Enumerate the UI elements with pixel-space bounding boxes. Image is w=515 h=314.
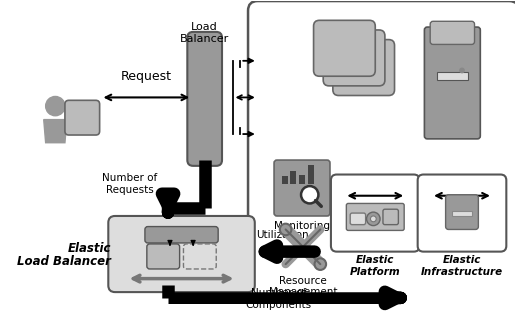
FancyBboxPatch shape (274, 160, 330, 216)
FancyBboxPatch shape (108, 216, 255, 292)
FancyBboxPatch shape (350, 213, 366, 225)
Circle shape (301, 186, 318, 203)
Bar (308, 165, 314, 184)
Bar (452, 211, 472, 216)
FancyBboxPatch shape (331, 175, 420, 252)
Bar (282, 176, 287, 184)
Circle shape (459, 68, 465, 73)
Text: Utilization: Utilization (256, 230, 309, 240)
FancyBboxPatch shape (424, 27, 480, 139)
FancyBboxPatch shape (248, 1, 515, 307)
Text: Elastic
Platform: Elastic Platform (350, 256, 401, 277)
FancyBboxPatch shape (333, 40, 394, 95)
Text: Number of
Requests: Number of Requests (102, 173, 157, 195)
Text: Resource
Management: Resource Management (269, 276, 337, 297)
FancyBboxPatch shape (430, 21, 474, 44)
FancyBboxPatch shape (65, 100, 99, 135)
Circle shape (370, 216, 376, 222)
Text: Number of
Components: Number of Components (246, 288, 312, 310)
Text: Request: Request (121, 70, 171, 83)
Circle shape (315, 258, 326, 270)
Text: Load Balancer: Load Balancer (18, 255, 111, 268)
FancyBboxPatch shape (383, 209, 399, 225)
Text: Elastic
Infrastructure: Elastic Infrastructure (421, 256, 503, 277)
Text: Load
Balancer: Load Balancer (180, 22, 229, 44)
Polygon shape (44, 120, 67, 143)
FancyBboxPatch shape (147, 244, 180, 269)
Circle shape (280, 224, 291, 235)
FancyBboxPatch shape (183, 244, 216, 269)
FancyBboxPatch shape (187, 32, 222, 166)
FancyBboxPatch shape (314, 20, 375, 76)
FancyBboxPatch shape (145, 227, 218, 243)
Text: Elastic: Elastic (67, 242, 111, 255)
FancyBboxPatch shape (445, 195, 478, 230)
Bar (437, 72, 468, 80)
Circle shape (367, 212, 380, 225)
Text: Monitoring: Monitoring (274, 221, 330, 231)
FancyBboxPatch shape (418, 175, 506, 252)
FancyBboxPatch shape (323, 30, 385, 86)
Bar (290, 171, 296, 184)
Bar (299, 175, 305, 184)
FancyBboxPatch shape (347, 203, 404, 230)
Circle shape (46, 96, 65, 116)
